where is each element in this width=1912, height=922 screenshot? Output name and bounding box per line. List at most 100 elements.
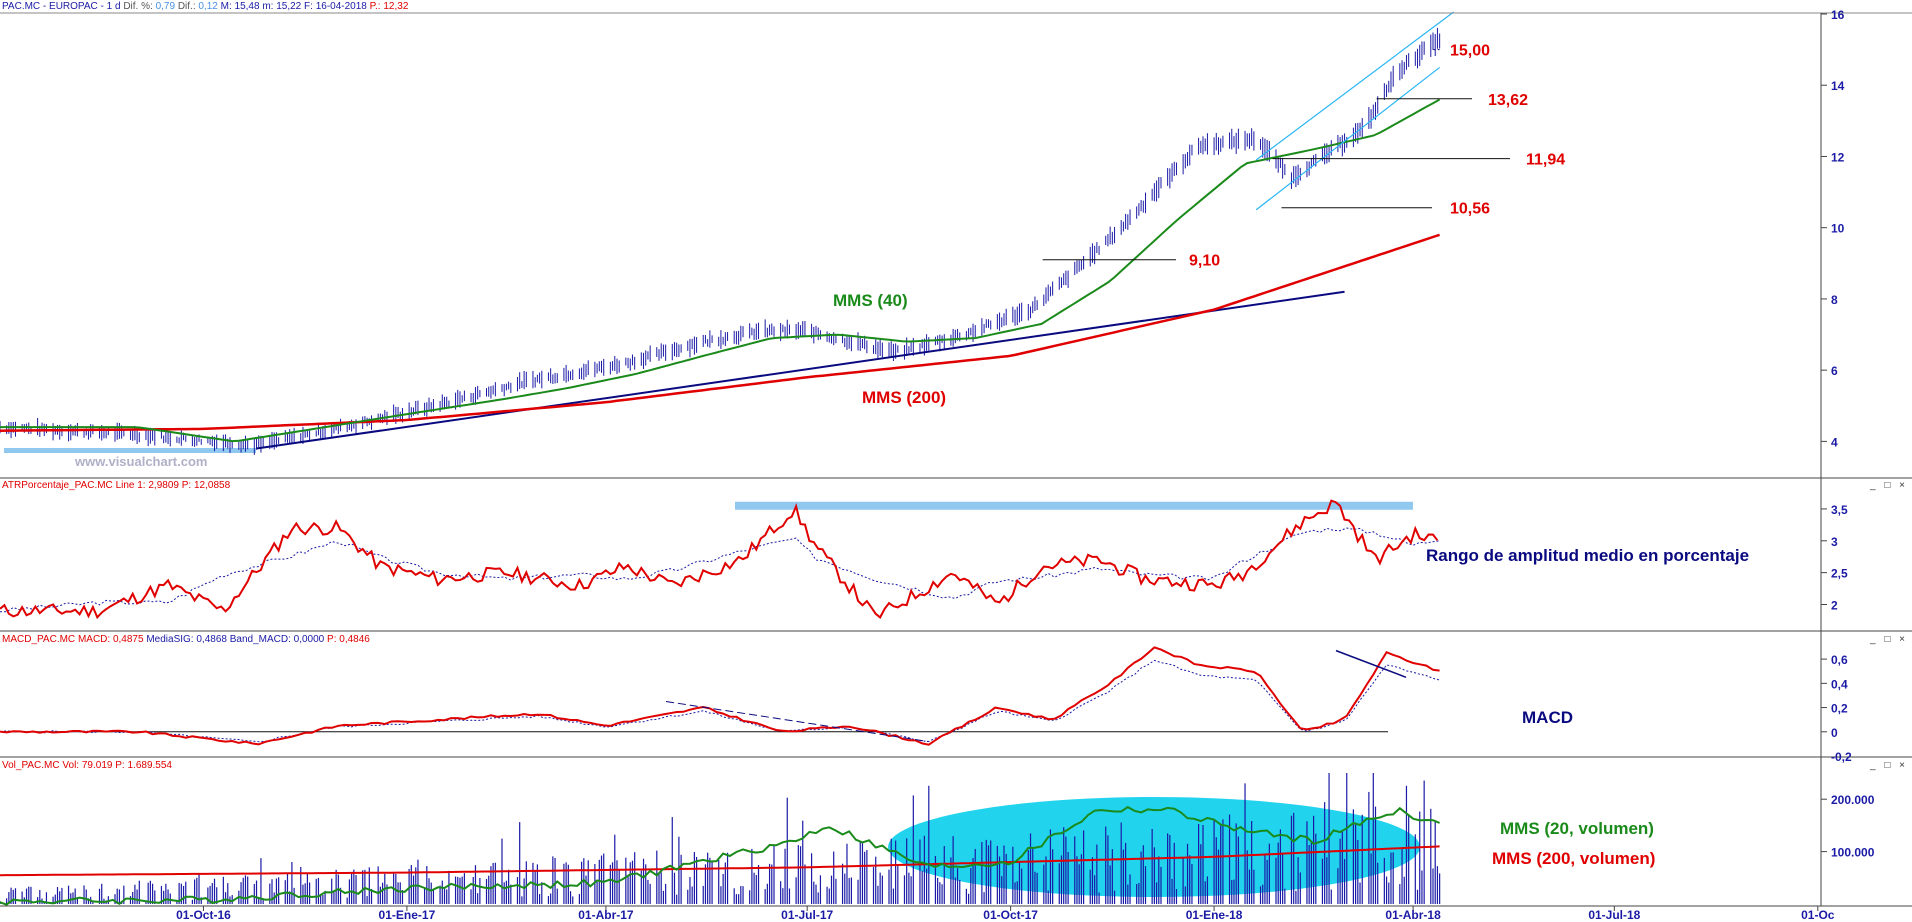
x-tick-label: 01-Jul-18 <box>1588 908 1640 922</box>
vol-mms20-annotation: MMS (20, volumen) <box>1500 819 1654 838</box>
channel-upper-line <box>1255 11 1454 161</box>
macd-p-label: P: <box>327 634 337 645</box>
macd-line <box>0 646 1440 746</box>
dif-pct-label: Dif. %: <box>123 1 153 12</box>
vol-name: Vol_PAC.MC <box>2 760 60 771</box>
level-label: 11,94 <box>1526 152 1565 169</box>
atr-annotation: Rango de amplitud medio en porcentaje <box>1426 546 1749 565</box>
level-label: 10,56 <box>1450 201 1490 218</box>
y-tick-label: 16 <box>1831 8 1845 22</box>
level-label: 13,62 <box>1488 92 1528 109</box>
macd-label: MACD: <box>77 634 111 645</box>
max-value: 15,48 <box>234 1 260 12</box>
y-tick-label: 4 <box>1831 435 1838 449</box>
channel-lower-line <box>1255 66 1441 211</box>
macd-divergence-line <box>665 701 929 742</box>
macd-window-controls[interactable]: _ □ × <box>1870 634 1908 645</box>
max-label: M: <box>220 1 232 12</box>
dif-pct-value: 0,79 <box>155 1 176 12</box>
x-tick-label: 01-Ene-17 <box>379 908 436 922</box>
macd-value: 0,4875 <box>112 634 144 645</box>
macd-band-value: 0,0000 <box>293 634 325 645</box>
vol-mms20-line <box>0 805 1440 906</box>
symbol-label: PAC.MC - EUROPAC - 1 d <box>2 1 121 12</box>
x-tick-label: 01-Abr-18 <box>1385 908 1441 922</box>
atr-line <box>0 499 1439 620</box>
x-tick-label: 01-Oc <box>1801 908 1835 922</box>
support-trendline <box>256 290 1345 450</box>
macd-sig-label: MediaSIG: <box>146 634 194 645</box>
mms200-annotation: MMS (200) <box>862 388 946 407</box>
y-tick-label: 6 <box>1831 364 1838 378</box>
macd-panel: MACD <box>0 646 1573 746</box>
atr-p-label: P: <box>181 480 192 491</box>
mms200-line <box>0 233 1440 432</box>
atr-highlight-bar <box>735 501 1413 510</box>
min-label: m: <box>262 1 274 12</box>
dif-label: Dif.: <box>177 1 196 12</box>
atr-panel: Rango de amplitud medio en porcentaje <box>0 499 1749 620</box>
y-tick-label: 200.000 <box>1831 793 1875 807</box>
x-tick-label: 01-Abr-17 <box>578 908 634 922</box>
macd-name: MACD_PAC.MC <box>2 634 76 645</box>
x-tick-label: 01-Jul-17 <box>781 908 833 922</box>
x-tick-label: 01-Ene-18 <box>1186 908 1243 922</box>
atr-line-value: 2,9809 <box>148 480 179 491</box>
date-value: 16-04-2018 <box>315 1 367 12</box>
y-tick-label: 2 <box>1831 599 1838 613</box>
vol-value: 79.019 <box>81 760 113 771</box>
atr-name: ATRPorcentaje_PAC.MC <box>2 480 113 491</box>
y-tick-label: 3 <box>1831 535 1838 549</box>
atr-average-line <box>0 527 1440 613</box>
min-value: 15,22 <box>276 1 302 12</box>
mms40-line <box>0 98 1441 443</box>
atr-window-controls[interactable]: _ □ × <box>1870 480 1908 491</box>
volume-highlight-ellipse <box>888 797 1420 897</box>
y-tick-label: 0,2 <box>1831 702 1848 716</box>
macd-band-label: Band_MACD: <box>229 634 291 645</box>
dif-value: 0,12 <box>198 1 218 12</box>
vol-mms200-annotation: MMS (200, volumen) <box>1492 849 1655 868</box>
atr-header: ATRPorcentaje_PAC.MC Line 1: 2,9809 P: 1… <box>2 479 230 492</box>
macd-sig-value: 0,4868 <box>196 634 227 645</box>
watermark-text: www.visualchart.com <box>74 454 207 469</box>
y-tick-label: 100.000 <box>1831 846 1875 860</box>
y-tick-label: 8 <box>1831 293 1838 307</box>
volume-window-controls[interactable]: _ □ × <box>1870 760 1908 771</box>
y-tick-label: 0 <box>1831 726 1838 740</box>
y-tick-label: 2,5 <box>1831 567 1848 581</box>
x-tick-label: 01-Oct-17 <box>983 908 1038 922</box>
chart-frame: 4 6 8 10 12 14 16 2 2,5 3 3,5 0 0,2 0,4 0,6 -0,2 100.000… <box>0 8 1912 922</box>
price-header: PAC.MC - EUROPAC - 1 d Dif. %: 0,79 Dif.… <box>2 0 408 13</box>
vol-label: Vol: <box>62 760 80 771</box>
p-label: P.: <box>369 1 381 12</box>
x-tick-label: 01-Oct-16 <box>176 908 231 922</box>
p-value: 12,32 <box>383 1 409 12</box>
volume-panel: MMS (20, volumen) MMS (200, volumen) <box>0 773 1655 906</box>
macd-header: MACD_PAC.MC MACD: 0,4875 MediaSIG: 0,486… <box>2 633 370 646</box>
y-tick-label: 0,6 <box>1831 653 1848 667</box>
vol-p-label: P: <box>115 760 125 771</box>
macd-resistance-line <box>1335 649 1407 678</box>
date-label: F: <box>304 1 313 12</box>
level-label: 9,10 <box>1189 253 1220 270</box>
y-tick-label: -0,2 <box>1831 750 1852 764</box>
y-tick-label: 14 <box>1831 79 1845 93</box>
vol-p-value: 1.689.554 <box>127 760 172 771</box>
volume-header: Vol_PAC.MC Vol: 79.019 P: 1.689.554 <box>2 759 172 772</box>
macd-annotation: MACD <box>1522 708 1573 727</box>
price-panel: 15,00 13,62 11,94 10,56 9,10 MMS (40) MMS (200… <box>0 11 1565 455</box>
y-tick-label: 3,5 <box>1831 503 1848 517</box>
atr-line-label: Line 1: <box>115 480 146 491</box>
level-label: 15,00 <box>1450 43 1490 60</box>
y-tick-label: 0,4 <box>1831 677 1848 691</box>
atr-p-value: 12,0858 <box>193 480 231 491</box>
y-tick-label: 12 <box>1831 150 1845 164</box>
mms40-annotation: MMS (40) <box>833 291 908 310</box>
macd-p-value: 0,4846 <box>339 634 370 645</box>
macd-signal-line <box>0 659 1440 743</box>
vol-mms200-line <box>0 845 1440 877</box>
y-tick-label: 10 <box>1831 222 1845 236</box>
support-highlight-bar <box>4 448 256 453</box>
